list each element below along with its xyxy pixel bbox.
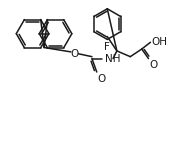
Text: O: O [149,60,158,70]
Text: NH: NH [105,54,121,64]
Text: OH: OH [151,37,167,47]
Text: O: O [71,49,79,59]
Text: O: O [98,74,106,84]
Text: F: F [104,42,110,52]
